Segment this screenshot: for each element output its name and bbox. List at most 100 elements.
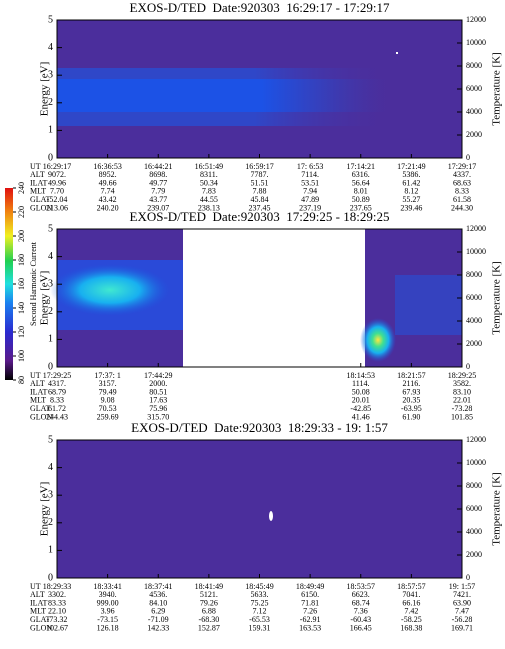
table-cell: 3157. bbox=[99, 379, 117, 388]
y2-tick-label: 10000 bbox=[466, 38, 486, 47]
table-cell: 239.46 bbox=[400, 203, 422, 212]
y2-tick-label: 0 bbox=[466, 573, 470, 582]
y-tick-label: 5 bbox=[48, 434, 53, 445]
table-cell: 7.47 bbox=[455, 607, 469, 616]
table-cell: 18:37:41 bbox=[144, 582, 172, 591]
table-cell: 68.63 bbox=[453, 178, 471, 187]
table-cell: 16:51:49 bbox=[195, 162, 223, 171]
y-tick-label: 3 bbox=[48, 489, 53, 500]
table-cell: 8698. bbox=[149, 170, 167, 179]
table-cell: 16:36:53 bbox=[93, 162, 121, 171]
table-cell: 70.53 bbox=[99, 404, 117, 413]
table-cell: 3.96 bbox=[101, 607, 115, 616]
table-cell: 71.81 bbox=[301, 598, 319, 607]
y-tick-label: 5 bbox=[48, 223, 53, 234]
table-row-label: ILAT bbox=[30, 387, 47, 396]
table-cell: 75.25 bbox=[251, 598, 269, 607]
y-tick-label: 4 bbox=[48, 462, 53, 473]
table-row-label: GLAT bbox=[30, 195, 51, 204]
table-cell: 79.49 bbox=[99, 387, 117, 396]
table-cell: 5386. bbox=[402, 170, 420, 179]
table-cell: 7.12 bbox=[253, 607, 267, 616]
table-cell: 259.69 bbox=[97, 412, 119, 421]
table-cell: 6.88 bbox=[202, 607, 216, 616]
table-cell: 213.06 bbox=[46, 203, 68, 212]
colorbar-tick-label: 120 bbox=[17, 326, 26, 338]
table-cell: -52.04 bbox=[47, 195, 68, 204]
y2-tick-label: 6000 bbox=[466, 84, 482, 93]
table-cell: 80.51 bbox=[149, 387, 167, 396]
table-cell: 6316. bbox=[352, 170, 370, 179]
y-tick-label: 1 bbox=[48, 334, 53, 345]
table-cell: 16:44:21 bbox=[144, 162, 172, 171]
table-cell: 239.07 bbox=[147, 203, 169, 212]
table-cell: 7.79 bbox=[151, 187, 165, 196]
y2-axis-label: Temperature [K] bbox=[491, 52, 503, 125]
y-tick-label: 2 bbox=[48, 97, 53, 108]
spectrogram bbox=[57, 20, 462, 158]
table-cell: 17.63 bbox=[149, 396, 167, 405]
table-cell: 237.65 bbox=[350, 203, 372, 212]
table-row-label: UT bbox=[30, 582, 41, 591]
table-cell: 2000. bbox=[149, 379, 167, 388]
y-tick-label: 2 bbox=[48, 517, 53, 528]
y2-tick-label: 8000 bbox=[466, 270, 482, 279]
y2-tick-label: 6000 bbox=[466, 293, 482, 302]
table-cell: -60.43 bbox=[350, 615, 371, 624]
table-cell: 20.35 bbox=[402, 396, 420, 405]
y-tick-label: 0 bbox=[48, 152, 53, 163]
table-cell: 66.16 bbox=[402, 598, 420, 607]
table-cell: 49.96 bbox=[48, 178, 66, 187]
table-cell: 44.55 bbox=[200, 195, 218, 204]
table-cell: 6.29 bbox=[151, 607, 165, 616]
table-cell: 7.74 bbox=[101, 187, 115, 196]
table-cell: 79.26 bbox=[200, 598, 218, 607]
table-cell: -56.28 bbox=[452, 615, 473, 624]
y2-tick-label: 2000 bbox=[466, 550, 482, 559]
table-cell: 168.38 bbox=[400, 623, 422, 632]
table-cell: 7421. bbox=[453, 590, 471, 599]
table-row-label: MLT bbox=[30, 607, 46, 616]
table-cell: 17: 6:53 bbox=[297, 162, 323, 171]
colorbar-tick-label: 200 bbox=[17, 230, 26, 242]
table-row-label: GLON bbox=[30, 623, 52, 632]
spectrogram bbox=[50, 229, 462, 367]
table-cell: 55.27 bbox=[402, 195, 420, 204]
table-cell: 8.01 bbox=[354, 187, 368, 196]
table-cell: 68.74 bbox=[352, 598, 370, 607]
chart-title: EXOS-D/TED Date:920303 17:29:25 - 18:29:… bbox=[130, 209, 390, 224]
y2-tick-label: 4000 bbox=[466, 107, 482, 116]
table-cell: 2116. bbox=[403, 379, 421, 388]
table-cell: 102.67 bbox=[46, 623, 68, 632]
table-cell: 17:29:25 bbox=[43, 371, 71, 380]
table-cell: 51.51 bbox=[251, 178, 269, 187]
table-cell: 3582. bbox=[453, 379, 471, 388]
table-cell: 7787. bbox=[251, 170, 269, 179]
y2-tick-label: 10000 bbox=[466, 247, 486, 256]
colorbar-tick-label: 240 bbox=[17, 182, 26, 194]
table-cell: 315.70 bbox=[147, 412, 169, 421]
table-cell: 18:29:33 bbox=[43, 582, 71, 591]
table-cell: -68.30 bbox=[199, 615, 220, 624]
table-cell: 152.87 bbox=[198, 623, 220, 632]
table-cell: 83.33 bbox=[48, 598, 66, 607]
table-cell: 18:49:49 bbox=[296, 582, 324, 591]
y2-tick-label: 12000 bbox=[466, 435, 486, 444]
table-row-label: UT bbox=[30, 371, 41, 380]
table-cell: 50.34 bbox=[200, 178, 218, 187]
table-row-label: MLT bbox=[30, 396, 46, 405]
table-cell: 7.94 bbox=[303, 187, 317, 196]
colorbar-label: Second Harmonic Current bbox=[29, 241, 38, 326]
table-cell: 49.77 bbox=[149, 178, 167, 187]
table-cell: 238.13 bbox=[198, 203, 220, 212]
colorbar-tick-label: 100 bbox=[17, 350, 26, 362]
table-cell: 17:37: 1 bbox=[94, 371, 120, 380]
table-cell: 43.77 bbox=[149, 195, 167, 204]
table-cell: 61.90 bbox=[402, 412, 420, 421]
table-cell: 7041. bbox=[402, 590, 420, 599]
table-cell: -73.28 bbox=[452, 404, 473, 413]
table-row-label: GLON bbox=[30, 203, 52, 212]
y2-tick-label: 10000 bbox=[466, 458, 486, 467]
